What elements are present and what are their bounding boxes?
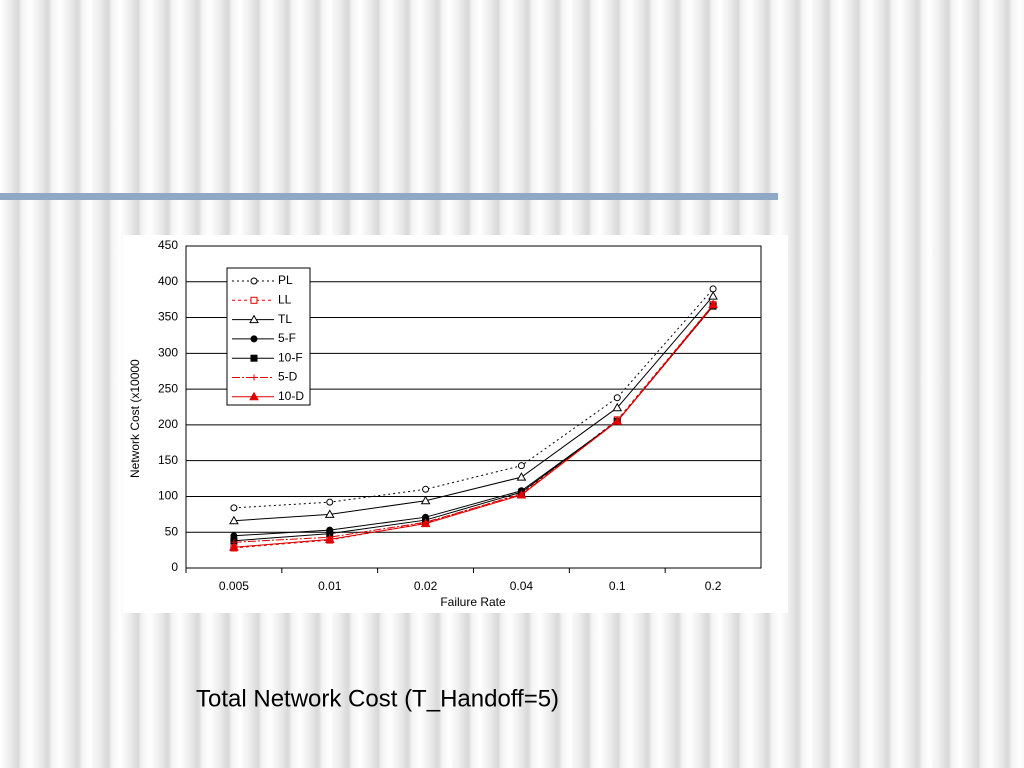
legend-label: PL xyxy=(278,273,293,287)
x-tick-label: 0.02 xyxy=(414,579,438,593)
y-tick-label: 100 xyxy=(158,489,178,503)
marker xyxy=(250,296,258,304)
legend-label: LL xyxy=(278,292,292,306)
marker xyxy=(251,374,257,381)
series-line xyxy=(233,295,714,522)
series-line xyxy=(233,304,714,548)
y-tick-label: 350 xyxy=(158,310,178,324)
marker xyxy=(229,515,239,525)
marker xyxy=(612,402,623,412)
legend-label: 10-D xyxy=(278,389,304,403)
marker xyxy=(249,391,259,401)
x-tick-label: 0.005 xyxy=(219,579,249,593)
y-axis-label: Network Cost (x10000 xyxy=(128,359,142,478)
marker xyxy=(250,354,258,362)
chart-panel xyxy=(123,235,788,613)
series-line xyxy=(233,288,714,509)
marker xyxy=(326,498,334,506)
x-tick-label: 0.04 xyxy=(510,579,534,593)
legend-label: 10-F xyxy=(278,350,303,364)
y-tick-label: 400 xyxy=(158,274,178,288)
y-tick-label: 250 xyxy=(158,381,178,395)
y-tick-label: 0 xyxy=(171,560,178,574)
legend-label: 5-D xyxy=(278,370,298,384)
marker xyxy=(709,285,717,293)
header-bar xyxy=(0,193,778,200)
marker xyxy=(250,335,258,343)
legend-label: TL xyxy=(278,312,292,326)
marker xyxy=(420,518,431,528)
marker xyxy=(613,394,621,402)
y-tick-label: 450 xyxy=(158,238,178,252)
marker xyxy=(517,462,525,470)
caption: Total Network Cost (T_Handoff=5) xyxy=(196,685,559,712)
marker xyxy=(230,504,238,512)
x-tick-label: 0.2 xyxy=(705,579,722,593)
marker xyxy=(516,472,527,481)
legend xyxy=(226,267,311,406)
marker xyxy=(708,291,718,300)
series-line xyxy=(233,304,714,549)
marker xyxy=(420,495,431,505)
marker xyxy=(250,277,258,285)
marker xyxy=(612,416,623,425)
marker xyxy=(229,542,239,551)
marker xyxy=(249,314,259,324)
y-tick-label: 300 xyxy=(158,346,178,360)
marker xyxy=(422,485,430,493)
x-tick-label: 0.1 xyxy=(609,579,626,593)
marker xyxy=(324,534,335,543)
x-tick-label: 0.01 xyxy=(318,579,342,593)
x-axis-label: Failure Rate xyxy=(440,595,506,609)
y-tick-label: 150 xyxy=(158,453,178,467)
marker xyxy=(516,490,527,499)
marker xyxy=(708,299,718,309)
y-tick-label: 200 xyxy=(158,417,178,431)
marker xyxy=(324,509,335,518)
y-tick-label: 50 xyxy=(165,524,179,538)
legend-label: 5-F xyxy=(278,331,296,345)
